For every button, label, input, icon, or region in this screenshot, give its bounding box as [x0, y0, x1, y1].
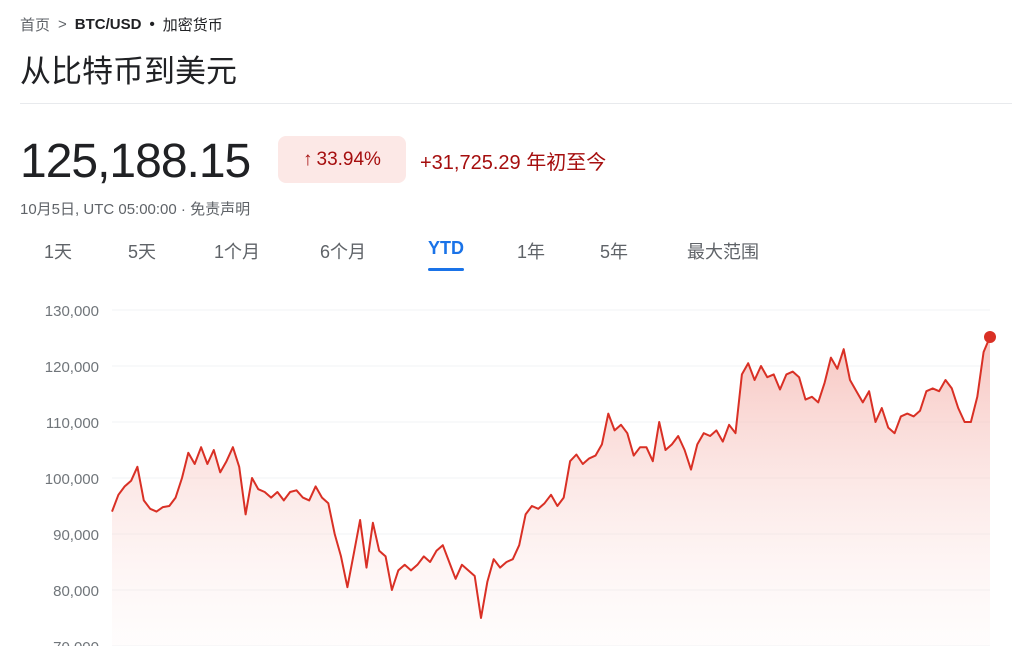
price-chart[interactable]: 130,000 120,000 110,000 100,000 90,000 80,000…	[0, 290, 1012, 646]
breadcrumb: 首页 > BTC/USD • 加密货币	[20, 14, 223, 35]
tab-5[interactable]: 1年	[517, 242, 546, 262]
y-tick-label: 130,000	[45, 303, 99, 320]
tab-6[interactable]: 5年	[600, 242, 629, 262]
change-period: 年初至今	[526, 152, 607, 174]
area-fill	[112, 336, 990, 646]
y-tick-label: 120,000	[45, 359, 99, 376]
breadcrumb-dot: •	[149, 16, 155, 33]
tab-1[interactable]: 5天	[128, 242, 157, 262]
percent-change-badge: ↑ 33.94%	[278, 136, 406, 183]
breadcrumb-category: 加密货币	[162, 17, 223, 34]
ytd-change: +31,725.29 年初至今	[420, 146, 606, 175]
chevron-right-icon: >	[58, 16, 67, 33]
page-title: 从比特币到美元	[20, 54, 237, 89]
percent-change: 33.94%	[316, 148, 381, 170]
tab-7[interactable]: 最大范围	[687, 242, 759, 262]
last-point-marker	[984, 330, 996, 343]
y-tick-label: 110,000	[46, 415, 99, 432]
y-tick-label: 80,000	[53, 583, 99, 600]
tab-3[interactable]: 6个月	[320, 242, 367, 262]
tab-0[interactable]: 1天	[44, 242, 73, 262]
breadcrumb-home[interactable]: 首页	[20, 17, 51, 34]
y-tick-label: 70,000	[53, 639, 99, 646]
change-value: +31,725.29	[420, 152, 521, 174]
y-tick-label: 90,000	[53, 527, 99, 544]
divider	[20, 103, 1012, 104]
breadcrumb-symbol: BTC/USD	[74, 16, 142, 33]
timestamp-disclaimer[interactable]: 10月5日, UTC 05:00:00 · 免责声明	[20, 201, 251, 218]
y-tick-label: 100,000	[45, 471, 99, 488]
current-price: 125,188.15	[20, 135, 251, 188]
tab-4[interactable]: YTD	[428, 238, 464, 271]
tab-2[interactable]: 1个月	[214, 242, 261, 262]
price-line	[111, 336, 991, 619]
arrow-up-icon: ↑	[303, 148, 313, 170]
